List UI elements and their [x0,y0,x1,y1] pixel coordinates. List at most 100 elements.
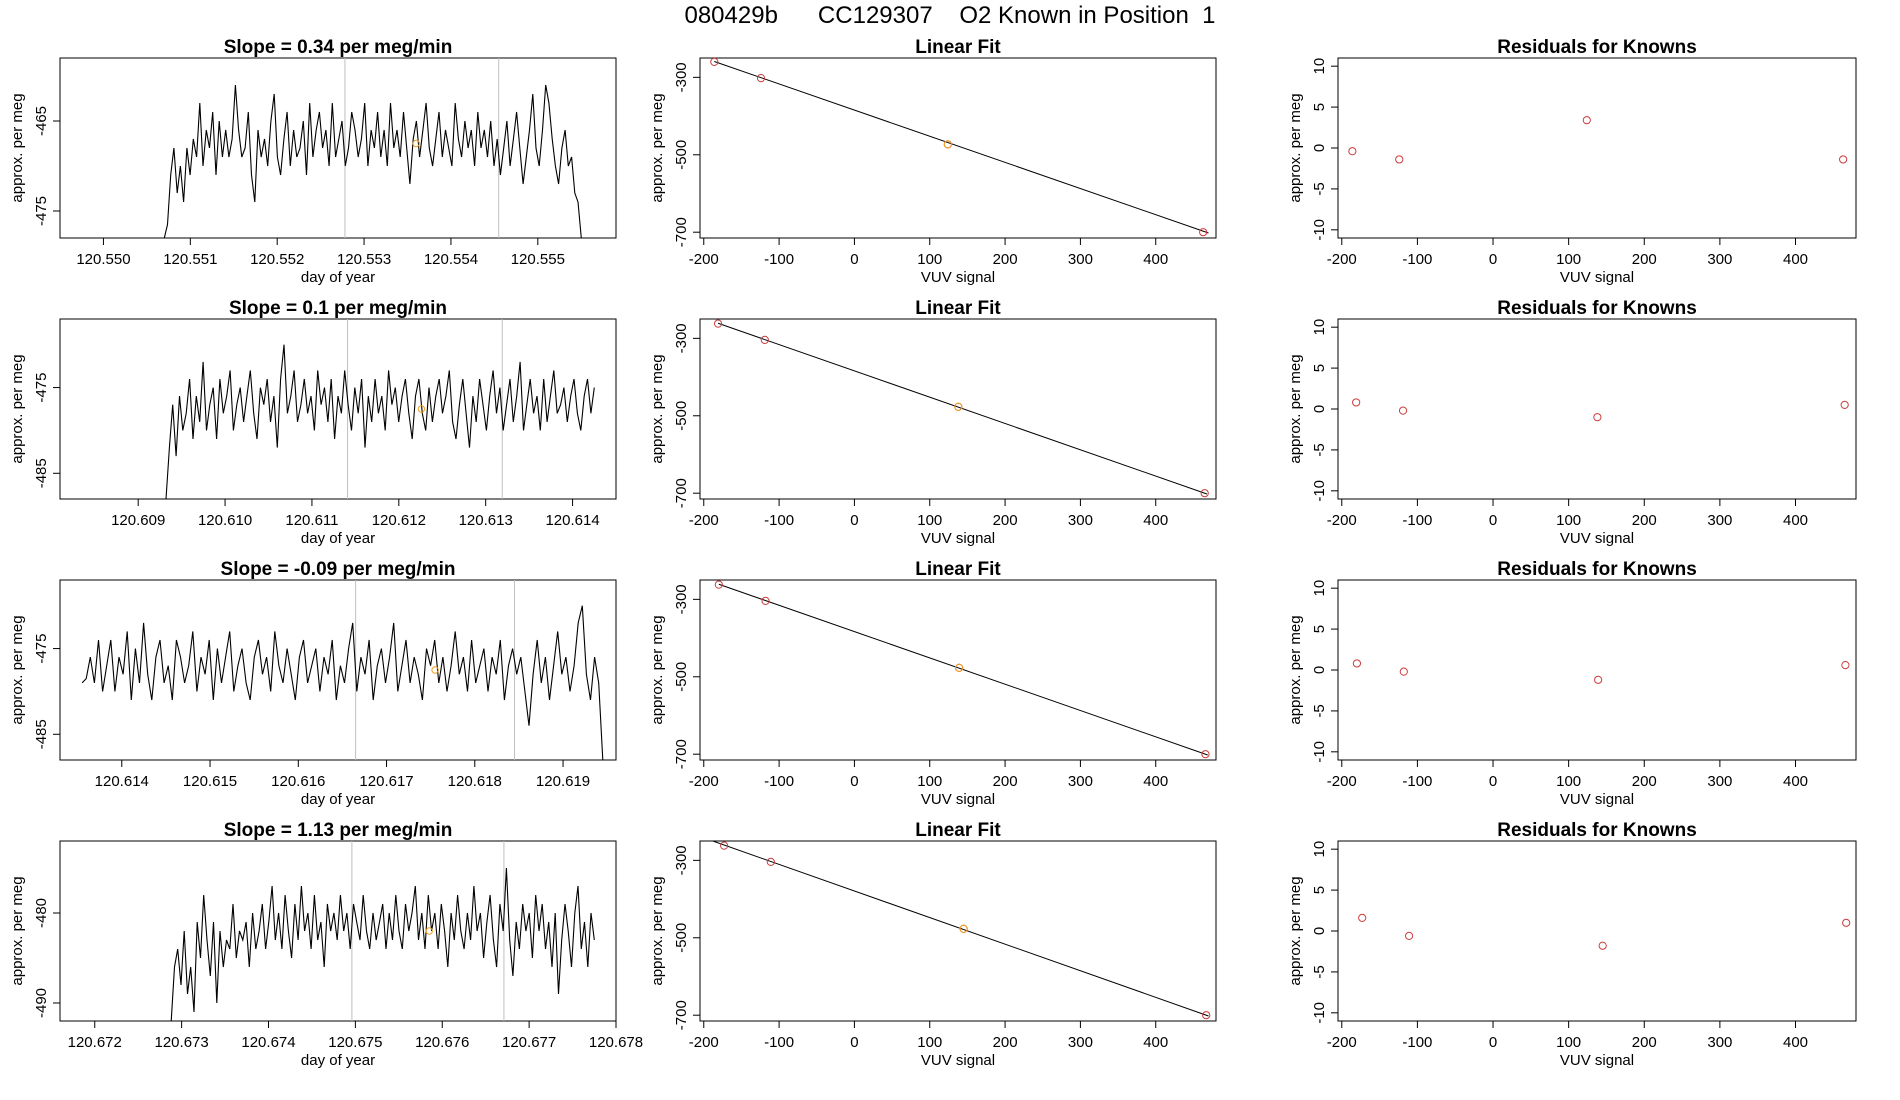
x-tick-label: 120.551 [163,251,217,268]
x-tick-label: -200 [1327,1034,1357,1051]
x-tick-label: 200 [1632,1034,1657,1051]
x-axis-label: VUV signal [921,1052,995,1069]
chart-panel-timeseries-row4 [53,840,617,1028]
x-tick-label: 300 [1068,773,1093,790]
x-tick-label: 100 [917,773,942,790]
plot-frame [59,840,617,1022]
data-point [1839,155,1848,164]
y-tick-label: -10 [1311,1002,1328,1024]
x-tick-label: 100 [1556,773,1581,790]
x-tick-label: 400 [1143,512,1168,529]
x-tick-label: 300 [1707,773,1732,790]
chart-title: Slope = -0.09 per meg/min [221,559,456,580]
x-tick-label: -200 [689,512,719,529]
chart-panel-residuals-row4 [1331,840,1857,1028]
plot-frame [1337,318,1857,500]
highlight-point [959,924,968,933]
x-tick-label: 120.552 [250,251,304,268]
x-tick-label: 0 [1489,512,1497,529]
y-tick-label: -700 [673,1000,690,1030]
y-axis-label: approx. per meg [9,93,26,202]
x-tick-label: 120.617 [359,773,413,790]
chart-panel-residuals-row2 [1331,318,1857,506]
x-tick-label: 100 [917,512,942,529]
data-point [1841,660,1850,670]
data-point [1199,228,1208,237]
x-tick-label: 120.550 [76,251,130,268]
y-tick-label: 0 [1311,927,1328,935]
fit-line [718,583,1208,756]
y-tick-label: -500 [673,401,690,431]
chart-panel-timeseries-row3 [53,579,617,767]
plot-frame [699,57,1217,239]
x-axis-label: day of year [301,530,375,547]
highlight-point [412,139,420,148]
x-tick-label: 200 [1632,251,1657,268]
x-tick-label: 0 [850,251,858,268]
x-tick-label: 120.553 [337,251,391,268]
x-tick-label: -200 [1327,773,1357,790]
x-tick-label: 300 [1707,512,1732,529]
y-tick-label: -300 [673,845,690,875]
y-tick-label: 5 [1311,886,1328,894]
data-point [1201,750,1210,759]
x-tick-label: 400 [1783,251,1808,268]
x-axis-label: VUV signal [1560,530,1634,547]
y-axis-label: approx. per meg [9,354,26,463]
x-tick-label: 100 [917,251,942,268]
data-point [1398,406,1408,415]
x-tick-label: -100 [1402,773,1432,790]
x-tick-label: 100 [1556,1034,1581,1051]
x-tick-label: 0 [1489,251,1497,268]
x-axis-label: day of year [301,269,375,286]
y-tick-label: -480 [33,898,50,928]
x-tick-label: 400 [1783,1034,1808,1051]
y-tick-label: -475 [33,634,50,664]
y-tick-label: -475 [33,196,50,226]
x-tick-label: 120.616 [271,773,325,790]
y-axis-label: approx. per meg [9,615,26,724]
y-tick-label: -300 [673,584,690,614]
highlight-point [417,405,426,413]
data-point [1399,667,1408,676]
y-tick-label: -10 [1311,480,1328,502]
y-tick-label: -500 [673,662,690,692]
y-tick-label: 0 [1311,405,1328,413]
plot-frame [699,579,1217,761]
x-tick-label: 120.611 [285,512,338,529]
chart-title: Linear Fit [915,820,1001,841]
x-tick-label: 0 [850,1034,858,1051]
chart-title: Slope = 0.1 per meg/min [229,298,447,319]
fit-line [714,61,1209,234]
y-tick-label: 5 [1311,625,1328,633]
x-tick-label: -100 [764,773,794,790]
data-point [756,74,766,83]
data-point [713,319,723,328]
chart-panel-residuals-row1 [1331,57,1857,245]
x-tick-label: -200 [689,773,719,790]
x-axis-label: VUV signal [1560,791,1634,808]
x-tick-label: 120.678 [589,1034,643,1051]
x-tick-label: 400 [1143,773,1168,790]
y-tick-label: 5 [1311,364,1328,372]
chart-title: Linear Fit [915,298,1001,319]
chart-title: Linear Fit [915,37,1001,58]
data-point [1593,413,1602,422]
chart-panel-timeseries-row1 [53,57,617,245]
x-tick-label: 400 [1783,773,1808,790]
y-tick-label: -700 [673,217,690,247]
x-tick-label: 200 [993,512,1018,529]
plot-frame [699,840,1217,1022]
x-tick-label: -200 [689,251,719,268]
x-tick-label: 0 [850,773,858,790]
highlight-point [954,402,963,411]
x-tick-label: 0 [1489,1034,1497,1051]
data-point [1348,147,1357,156]
y-tick-label: 10 [1311,580,1328,597]
y-tick-label: 10 [1311,319,1328,336]
y-tick-label: -300 [673,323,690,353]
data-point [1352,659,1362,668]
plot-frame [59,318,617,500]
x-tick-label: 400 [1143,251,1168,268]
chart-panel-fit-row4 [693,840,1217,1028]
